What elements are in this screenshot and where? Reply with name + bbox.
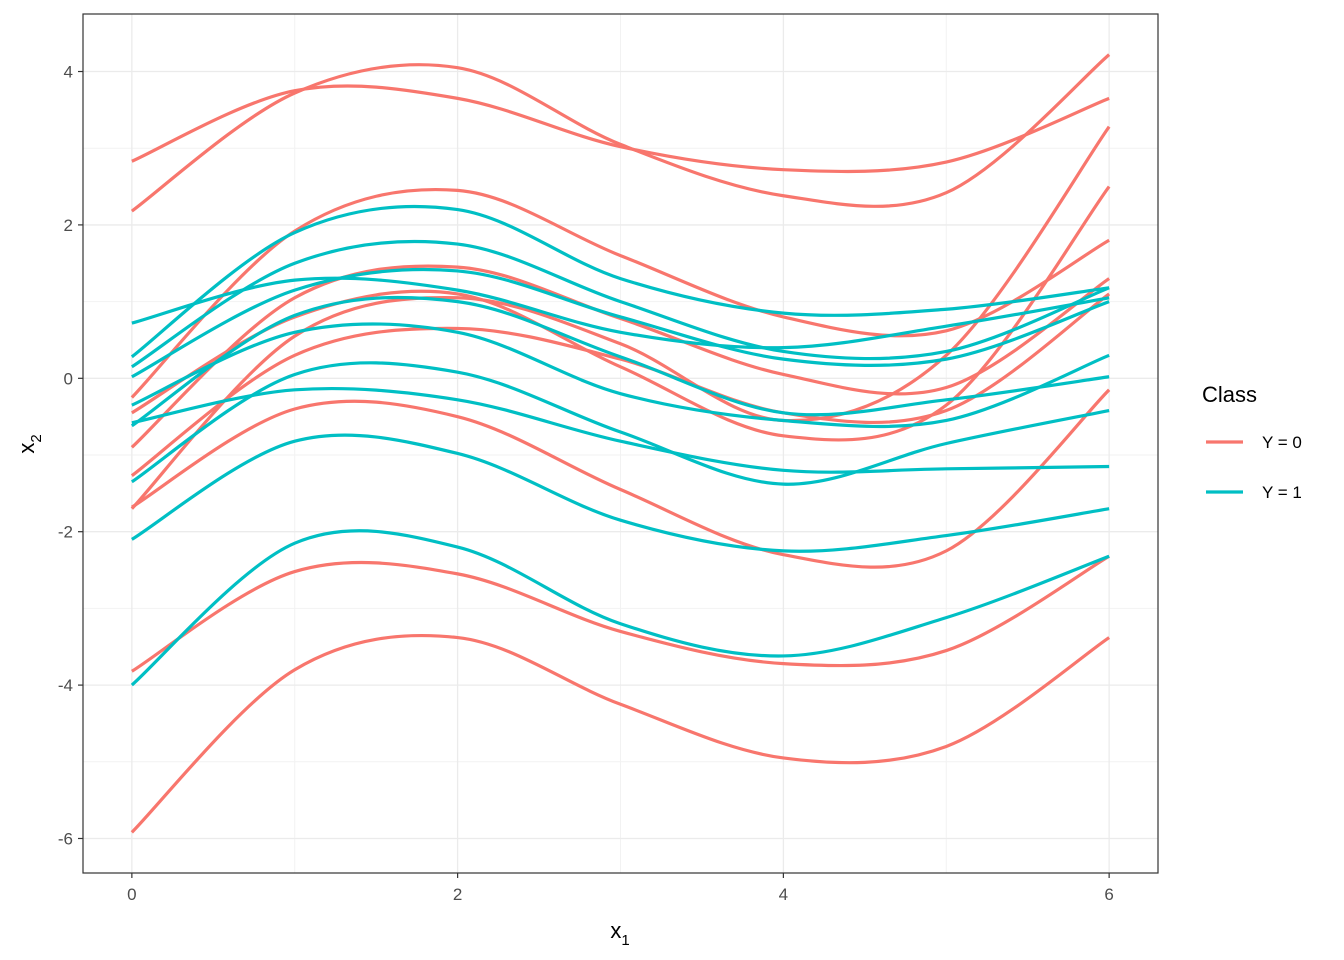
series-line-5 [130, 125, 1111, 510]
series-line-2 [130, 53, 1111, 213]
y-axis-title: x2 [14, 434, 45, 453]
x-tick-label: 4 [779, 885, 788, 904]
series-line-19 [131, 433, 1110, 553]
x-axis-title-main: x [610, 918, 621, 943]
series-line-12 [130, 204, 1110, 359]
y-tick-label: -4 [58, 676, 73, 695]
x-tick-label: 6 [1104, 885, 1113, 904]
series-line-1 [131, 84, 1110, 174]
series-line-16 [130, 295, 1110, 428]
series-line-6 [130, 292, 1111, 477]
series-line-20 [130, 529, 1110, 687]
y-tick-label: 0 [64, 369, 73, 388]
x-tick-label: 2 [453, 885, 462, 904]
x-axis-title: x1 [610, 918, 629, 949]
series-line-14 [131, 267, 1110, 379]
y-tick-label: -2 [58, 523, 73, 542]
legend-entries: Y = 0 Y = 1 [1206, 433, 1302, 502]
legend-label-2: Y = 1 [1262, 483, 1302, 502]
series-line-15 [131, 322, 1110, 429]
series-line-7 [131, 388, 1111, 569]
y-tick-label: -6 [58, 829, 73, 848]
series-line-18 [130, 361, 1110, 486]
series-line-9 [130, 633, 1111, 834]
series-line-11 [131, 276, 1110, 350]
x-axis-title-subscript: 1 [621, 932, 629, 949]
y-axis-title-subscript: 2 [28, 434, 45, 442]
panel-border [82, 13, 1159, 874]
series-line-17 [131, 386, 1110, 474]
legend-label-1: Y = 0 [1262, 433, 1302, 452]
legend: Class Y = 0 Y = 1 [1202, 382, 1302, 502]
y-axis-title-main: x [14, 443, 39, 454]
x-tick-label: 0 [127, 885, 136, 904]
y-tick-label: 4 [64, 63, 73, 82]
series-line-13 [131, 239, 1110, 369]
series-line-8 [131, 554, 1110, 673]
axis-layer: 0 2 4 6 -6 -4 -2 0 2 4 [58, 63, 1114, 904]
y-tick-label: 2 [64, 216, 73, 235]
series-layer [130, 53, 1111, 834]
legend-title: Class [1202, 382, 1257, 407]
